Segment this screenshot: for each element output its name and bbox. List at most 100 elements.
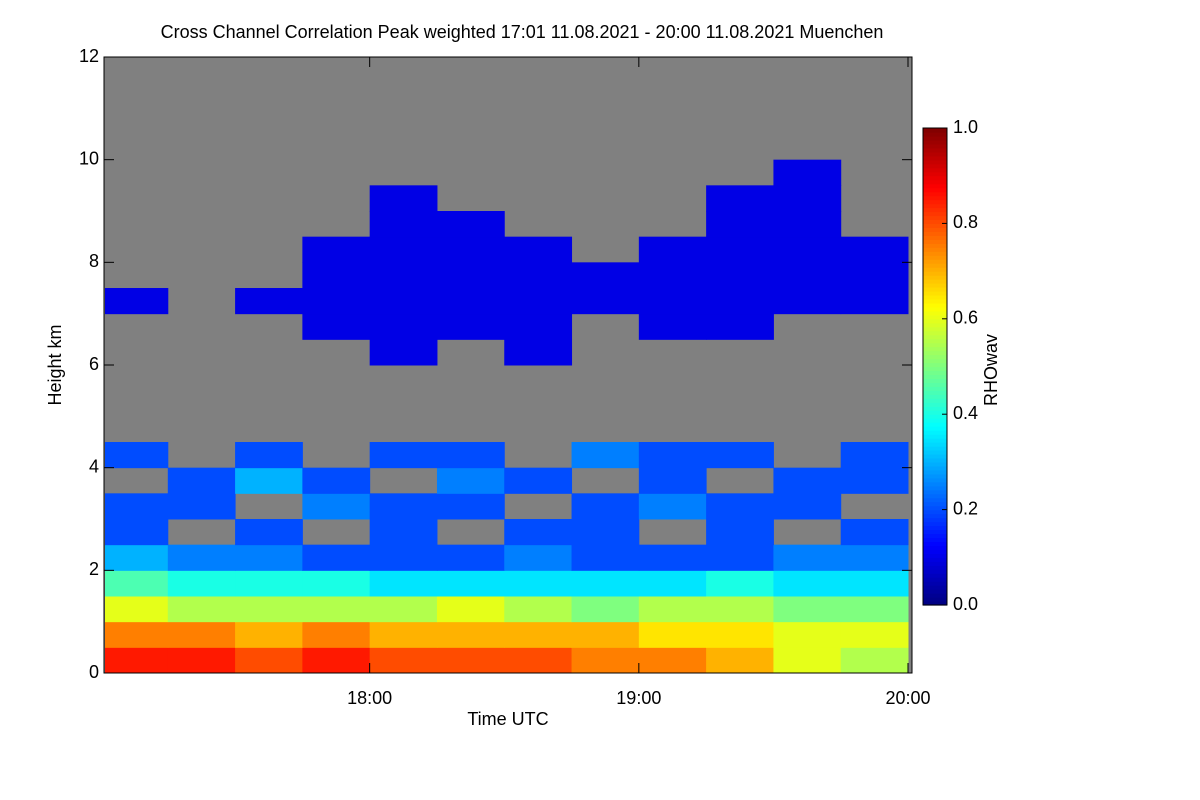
heatmap-cell <box>167 596 236 623</box>
heatmap-cell <box>840 288 909 315</box>
heatmap-cell <box>436 544 505 571</box>
colorbar-segment <box>923 290 947 296</box>
heatmap-cell <box>706 493 774 520</box>
colorbar-segment <box>923 457 947 463</box>
heatmap-cell <box>840 596 909 623</box>
heatmap-cell <box>706 288 774 315</box>
heatmap-cell <box>369 313 438 340</box>
colorbar-segment <box>923 438 947 443</box>
heatmap-cell <box>504 519 573 546</box>
colorbar-segment <box>923 418 947 423</box>
colorbar-segment <box>923 131 947 137</box>
colorbar-segment <box>923 211 947 217</box>
colorbar-segment <box>923 322 947 328</box>
colorbar-segment <box>923 275 947 280</box>
heatmap-cell <box>105 288 169 315</box>
colorbar-segment <box>923 589 947 594</box>
heatmap-cell <box>235 621 303 648</box>
x-axis-label: Time UTC <box>467 709 548 729</box>
colorbar-segment <box>923 561 947 566</box>
colorbar-tick-label: 0.6 <box>953 308 978 328</box>
x-tick-label: 20:00 <box>885 688 930 708</box>
heatmap-cell <box>638 442 707 469</box>
colorbar-segment <box>923 573 947 578</box>
y-tick-label: 4 <box>89 456 99 476</box>
heatmap-cell <box>571 519 640 546</box>
colorbar-segment <box>923 287 947 292</box>
colorbar-segment <box>923 267 947 272</box>
heatmap-cell <box>571 288 640 315</box>
colorbar-segment <box>923 541 947 546</box>
colorbar-segment <box>923 370 947 376</box>
colorbar-segment <box>923 593 947 598</box>
heatmap-cell <box>773 570 842 597</box>
heatmap-cell <box>706 519 774 546</box>
heatmap-cell <box>706 596 774 623</box>
heatmap-cell <box>504 596 573 623</box>
colorbar-segment <box>923 378 947 383</box>
heatmap-cell <box>504 236 573 263</box>
x-tick-label: 18:00 <box>347 688 392 708</box>
heatmap-cell <box>571 493 640 520</box>
heatmap-cell <box>840 570 909 597</box>
colorbar-segment <box>923 314 947 320</box>
colorbar-segment <box>923 155 947 161</box>
colorbar-segment <box>923 525 947 531</box>
colorbar-segment <box>923 509 947 515</box>
heatmap-cell <box>167 621 236 648</box>
heatmap-cell <box>840 442 909 469</box>
heatmap-cell <box>302 236 371 263</box>
colorbar-segment <box>923 330 947 336</box>
colorbar-segment <box>923 426 947 431</box>
colorbar-segment <box>923 159 947 165</box>
colorbar-segment <box>923 485 947 491</box>
colorbar-segment <box>923 390 947 395</box>
colorbar-segment <box>923 187 947 193</box>
colorbar-segment <box>923 601 947 606</box>
y-tick-label: 0 <box>89 662 99 682</box>
heatmap-cell <box>369 211 438 238</box>
heatmap-cell <box>638 570 707 597</box>
heatmap-cell <box>706 544 774 571</box>
colorbar-segment <box>923 227 947 232</box>
heatmap-cell <box>571 570 640 597</box>
colorbar-segment <box>923 283 947 288</box>
heatmap-cell <box>436 262 505 289</box>
heatmap-cell <box>773 621 842 648</box>
colorbar-segment <box>923 183 947 189</box>
heatmap-cell <box>235 647 303 674</box>
heatmap-cell <box>638 467 707 494</box>
colorbar-tick-label: 0.8 <box>953 212 978 232</box>
heatmap-cell <box>302 544 371 571</box>
y-tick-label: 2 <box>89 559 99 579</box>
colorbar-segment <box>923 382 947 387</box>
heatmap-cell <box>840 262 909 289</box>
heatmap-cell <box>167 467 236 494</box>
heatmap-cell <box>706 262 774 289</box>
heatmap-cell <box>369 596 438 623</box>
y-axis-label: Height km <box>45 324 65 405</box>
colorbar-tick-label: 1.0 <box>953 117 978 137</box>
colorbar-segment <box>923 195 947 201</box>
colorbar-segment <box>923 271 947 276</box>
heatmap-cell <box>436 288 505 315</box>
heatmap-cell <box>706 211 774 238</box>
colorbar-segment <box>923 577 947 582</box>
heatmap-cell <box>773 236 842 263</box>
colorbar-segment <box>923 199 947 205</box>
heatmap-cell <box>638 262 707 289</box>
colorbar-segment <box>923 318 947 324</box>
heatmap-cell <box>706 236 774 263</box>
heatmap-cell <box>571 596 640 623</box>
colorbar-segment <box>923 394 947 399</box>
colorbar-segment <box>923 406 947 411</box>
colorbar-segment <box>923 422 947 427</box>
colorbar-segment <box>923 581 947 586</box>
colorbar-segment <box>923 247 947 252</box>
heatmap-cell <box>504 339 573 366</box>
heatmap-cell <box>369 519 438 546</box>
colorbar-segment <box>923 465 947 471</box>
heatmap-cell <box>571 262 640 289</box>
heatmap-cell <box>706 570 774 597</box>
